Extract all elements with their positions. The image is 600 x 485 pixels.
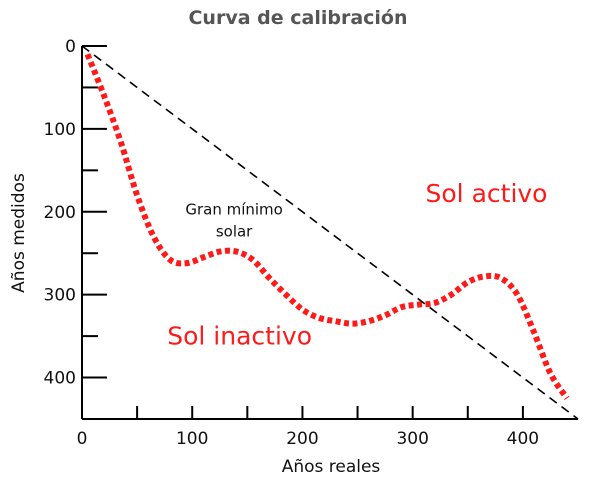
x-tick-label: 0 xyxy=(77,429,88,449)
x-tick-label: 200 xyxy=(286,429,318,449)
calibration-curve xyxy=(84,53,570,400)
y-tick-label: 0 xyxy=(65,37,76,57)
x-tick-label: 400 xyxy=(507,429,539,449)
x-axis-label: Años reales xyxy=(282,457,381,477)
region-label: Sol activo xyxy=(426,179,548,208)
y-tick-label: 100 xyxy=(44,120,76,140)
y-tick-label: 300 xyxy=(44,286,76,306)
y-tick-label: 400 xyxy=(44,369,76,389)
identity-line xyxy=(81,45,579,420)
y-axis-label: Años medidos xyxy=(9,173,29,293)
plot-axes xyxy=(81,46,578,420)
x-tick-label: 300 xyxy=(396,429,428,449)
annotation-layer: Gran mínimo solar Sol activo Sol inactivo xyxy=(167,179,547,351)
y-tick-label: 200 xyxy=(44,203,76,223)
annotation-label: solar xyxy=(216,223,253,241)
x-tick-label: 100 xyxy=(176,429,208,449)
chart-title: Curva de calibración xyxy=(188,7,407,29)
annotation-label: Gran mínimo xyxy=(185,200,283,218)
series-layer xyxy=(81,45,579,420)
region-label: Sol inactivo xyxy=(167,321,312,350)
axis-ticks: 0 100 200 300 400 0 100 200 300 400 xyxy=(44,37,540,449)
